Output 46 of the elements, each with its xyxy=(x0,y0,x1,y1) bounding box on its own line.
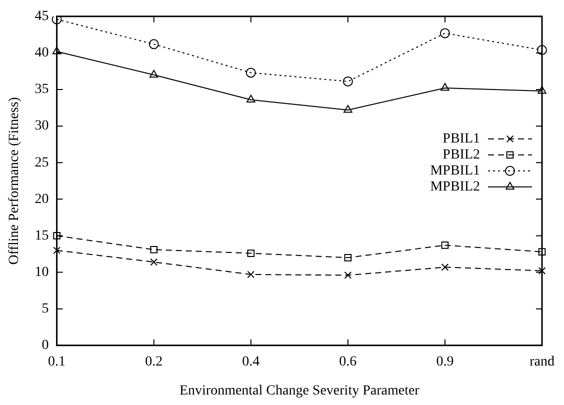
point xyxy=(538,267,546,275)
point xyxy=(246,68,256,78)
point xyxy=(53,232,60,240)
x-tick-label: 0.1 xyxy=(48,354,66,370)
legend-label: MPBIL2 xyxy=(430,180,480,195)
point xyxy=(342,76,353,86)
point xyxy=(441,263,449,271)
y-tick-label: 35 xyxy=(34,82,49,98)
point xyxy=(148,39,159,50)
point xyxy=(441,242,449,249)
y-tick-label: 15 xyxy=(34,228,49,244)
legend-label: PBIL2 xyxy=(442,148,480,163)
y-tick-label: 45 xyxy=(34,9,49,24)
y-tick-label: 20 xyxy=(34,192,49,207)
point xyxy=(344,254,352,262)
point xyxy=(538,86,546,94)
x-tick-label: 0.2 xyxy=(145,354,163,370)
y-tick-label: 25 xyxy=(34,155,49,170)
y-tick-label: 10 xyxy=(34,264,49,280)
y-tick-label: 0 xyxy=(42,338,49,354)
point xyxy=(52,46,62,54)
x-tick-label: 0.9 xyxy=(436,354,454,370)
point xyxy=(53,246,60,254)
point xyxy=(440,83,450,91)
x-tick-label: 0.4 xyxy=(242,354,260,370)
y-tick-label: 40 xyxy=(34,46,49,61)
point xyxy=(344,104,352,113)
point xyxy=(247,270,255,278)
legend-label: PBIL1 xyxy=(442,132,480,147)
x-axis-title: Environmental Change Severity Parameter xyxy=(179,383,420,398)
point xyxy=(52,16,62,24)
point xyxy=(538,248,546,256)
y-tick-label: 30 xyxy=(34,118,49,134)
point xyxy=(246,94,256,102)
point xyxy=(150,258,158,266)
point xyxy=(150,246,158,254)
legend-label: MPBIL1 xyxy=(430,164,480,179)
point xyxy=(440,28,450,38)
x-tick-label: 0.6 xyxy=(339,354,357,370)
point xyxy=(149,70,158,78)
y-tick-label: 5 xyxy=(42,302,49,317)
y-axis-title: Offline Performance (Fitness) xyxy=(7,96,22,265)
x-tick-label: rand xyxy=(530,354,554,370)
point xyxy=(344,272,352,279)
point xyxy=(537,45,547,56)
point xyxy=(247,250,255,257)
